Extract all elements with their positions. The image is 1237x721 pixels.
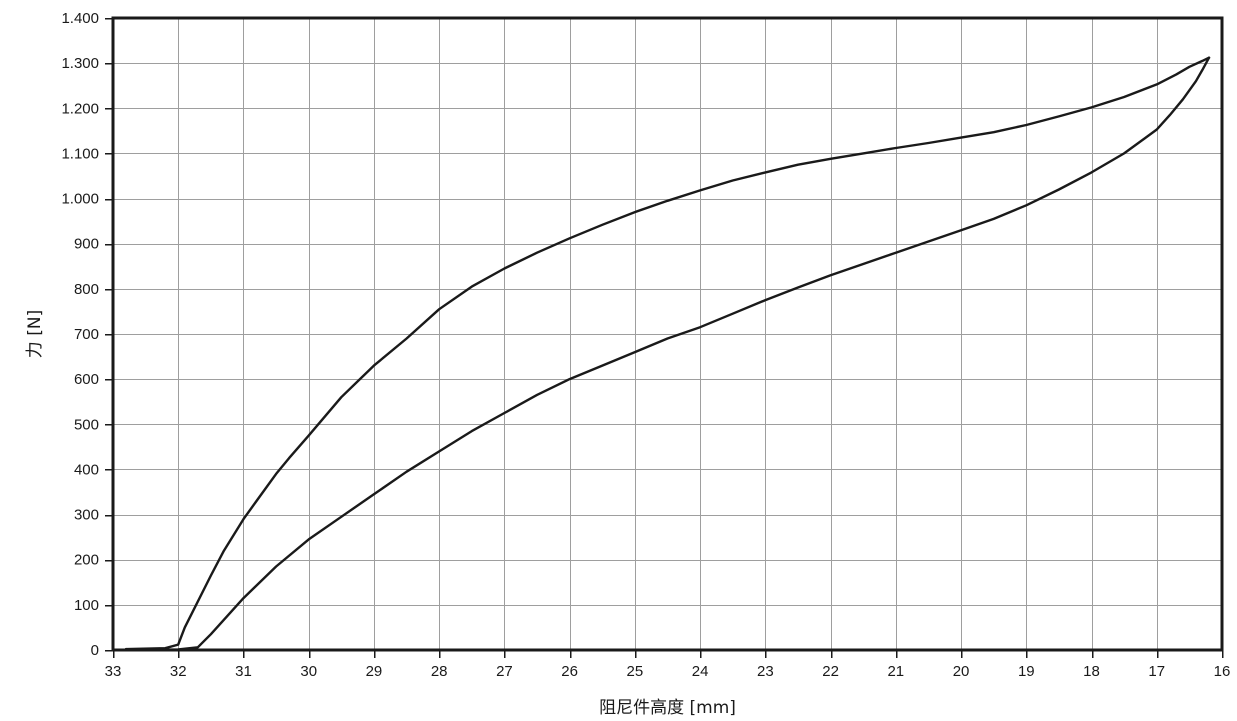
y-tick-label: 700 xyxy=(74,326,99,343)
y-tick-label: 800 xyxy=(74,281,99,298)
x-tick-label: 33 xyxy=(105,663,122,680)
ticks xyxy=(105,17,1224,658)
y-tick-label: 1.000 xyxy=(61,191,99,208)
x-tick-label: 22 xyxy=(822,663,839,680)
x-tick-label: 20 xyxy=(953,663,970,680)
y-tick-label: 1.100 xyxy=(61,145,99,162)
grid xyxy=(113,18,1223,651)
series-group xyxy=(124,56,1211,652)
y-tick-label: 500 xyxy=(74,416,99,433)
x-tick-label: 24 xyxy=(692,663,709,680)
x-tick-label: 21 xyxy=(887,663,904,680)
x-tick-label: 23 xyxy=(757,663,774,680)
x-axis-label: 阻尼件高度 [mm] xyxy=(599,698,736,718)
series-line-1 xyxy=(124,56,1211,651)
x-tick-label: 31 xyxy=(235,663,252,680)
series-line-2 xyxy=(124,56,1211,652)
x-tick-label: 26 xyxy=(561,663,578,680)
y-tick-label: 100 xyxy=(74,597,99,614)
x-tick-label: 32 xyxy=(170,663,187,680)
x-tick-label: 16 xyxy=(1214,663,1231,680)
y-tick-label: 300 xyxy=(74,507,99,524)
x-tick-label: 27 xyxy=(496,663,513,680)
y-tick-label: 0 xyxy=(91,642,99,659)
y-tick-label: 200 xyxy=(74,552,99,569)
y-axis-label: 力 [N] xyxy=(25,310,45,358)
tick-labels: 33 32 31 30 29 28 27 26 25 24 23 22 21 20 19 18 17 16 0 100… xyxy=(61,10,1230,680)
y-tick-label: 1.400 xyxy=(61,10,99,27)
x-tick-label: 28 xyxy=(431,663,448,680)
y-tick-label: 400 xyxy=(74,461,99,478)
y-tick-label: 600 xyxy=(74,371,99,388)
x-tick-label: 30 xyxy=(300,663,317,680)
x-tick-label: 19 xyxy=(1018,663,1035,680)
x-tick-label: 18 xyxy=(1083,663,1100,680)
y-tick-label: 1.200 xyxy=(61,100,99,117)
x-tick-label: 17 xyxy=(1148,663,1165,680)
x-tick-label: 25 xyxy=(627,663,644,680)
y-tick-label: 1.300 xyxy=(61,55,99,72)
y-tick-label: 900 xyxy=(74,236,99,253)
x-tick-label: 29 xyxy=(366,663,383,680)
